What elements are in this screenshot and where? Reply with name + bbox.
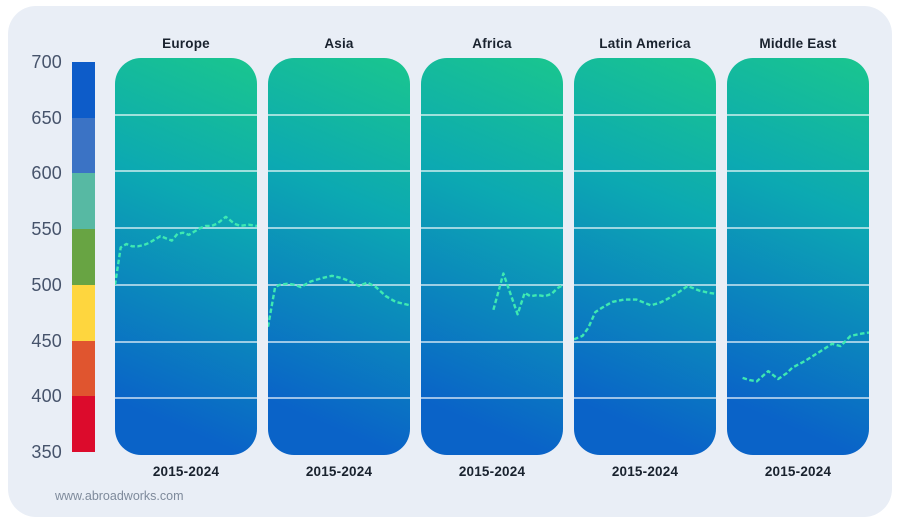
trend-line-svg-asia — [268, 274, 410, 328]
gridline-650 — [268, 113, 410, 116]
gridline-600 — [115, 170, 257, 173]
legend-band-600-650 — [72, 117, 95, 174]
legend-band-450-500 — [72, 284, 95, 341]
trend-line-svg-latin-america — [574, 284, 716, 341]
gridline-600 — [727, 170, 869, 173]
legend-band-500-550 — [72, 229, 95, 285]
trend-line-svg-europe — [115, 215, 257, 286]
panel-xlabel-europe: 2015-2024 — [152, 464, 220, 479]
gridline-550 — [115, 227, 257, 230]
panel-title-latin-america: Latin America — [599, 36, 691, 51]
legend-ticks: 700 650 600 550 500 450 400 350 — [18, 52, 62, 462]
gridline-600 — [421, 170, 563, 173]
gridline-600 — [574, 170, 716, 173]
y-tick-500: 500 — [31, 274, 62, 295]
gridline-450 — [268, 340, 410, 343]
chart-area-middle-east — [727, 58, 869, 455]
gridline-650 — [727, 113, 869, 116]
legend-color-bar — [72, 62, 95, 453]
gridline-550 — [727, 227, 869, 230]
y-tick-650: 650 — [31, 107, 62, 128]
panel-xlabel-asia: 2015-2024 — [305, 464, 373, 479]
chart-area-africa — [421, 58, 563, 455]
y-tick-550: 550 — [31, 219, 62, 240]
panel-title-middle-east: Middle East — [759, 36, 837, 51]
y-tick-400: 400 — [31, 386, 62, 407]
gridline-650 — [574, 113, 716, 116]
gridline-650 — [421, 113, 563, 116]
gridline-550 — [268, 227, 410, 230]
trend-line-svg-middle-east — [742, 331, 869, 383]
panel-middle-east: Middle East 2015-2024 — [727, 36, 869, 479]
gridline-400 — [727, 397, 869, 400]
gridline-500 — [115, 283, 257, 286]
trend-line-asia — [268, 274, 410, 328]
gridline-450 — [574, 340, 716, 343]
legend-band-550-600 — [72, 173, 95, 230]
y-tick-450: 450 — [31, 330, 62, 351]
panel-asia: Asia 2015-2024 — [268, 36, 410, 479]
trend-line-latin-america — [574, 284, 716, 341]
trend-line-africa — [492, 272, 563, 316]
gridline-500 — [727, 283, 869, 286]
gridline-400 — [421, 397, 563, 400]
panel-xlabel-middle-east: 2015-2024 — [764, 464, 832, 479]
gridline-550 — [574, 227, 716, 230]
footer-url: www.abroadworks.com — [55, 489, 184, 503]
panel-title-europe: Europe — [162, 36, 210, 51]
gridline-500 — [574, 283, 716, 286]
gridline-450 — [727, 340, 869, 343]
y-tick-600: 600 — [31, 163, 62, 184]
panel-xlabel-africa: 2015-2024 — [458, 464, 526, 479]
panel-europe: Europe 2015-2024 — [115, 36, 257, 479]
gridline-650 — [115, 113, 257, 116]
trend-line-europe — [115, 215, 257, 286]
panel-title-asia: Asia — [324, 36, 354, 51]
gridline-400 — [115, 397, 257, 400]
gridline-500 — [268, 283, 410, 286]
panel-latin-america: Latin America 2015-2024 — [574, 36, 716, 479]
trend-line-svg-africa — [492, 272, 563, 316]
chart-area-europe — [115, 58, 257, 455]
gridline-500 — [421, 283, 563, 286]
chart-area-latin-america — [574, 58, 716, 455]
gridline-600 — [268, 170, 410, 173]
panel-title-africa: Africa — [472, 36, 512, 51]
gridline-550 — [421, 227, 563, 230]
y-tick-350: 350 — [31, 442, 62, 462]
chart-area-asia — [268, 58, 410, 455]
gridline-450 — [115, 340, 257, 343]
gridline-400 — [574, 397, 716, 400]
legend-band-400-450 — [72, 340, 95, 397]
legend-band-350-400 — [72, 396, 95, 453]
gridline-450 — [421, 340, 563, 343]
panel-africa: Africa 2015-2024 — [421, 36, 563, 479]
panel-xlabel-latin-america: 2015-2024 — [611, 464, 679, 479]
gridline-400 — [268, 397, 410, 400]
y-tick-700: 700 — [31, 52, 62, 72]
trend-line-middle-east — [742, 331, 869, 383]
chart-card: 700 650 600 550 500 450 400 350 Europe 2015-2024… — [8, 6, 892, 517]
legend-band-650-700 — [72, 62, 95, 118]
